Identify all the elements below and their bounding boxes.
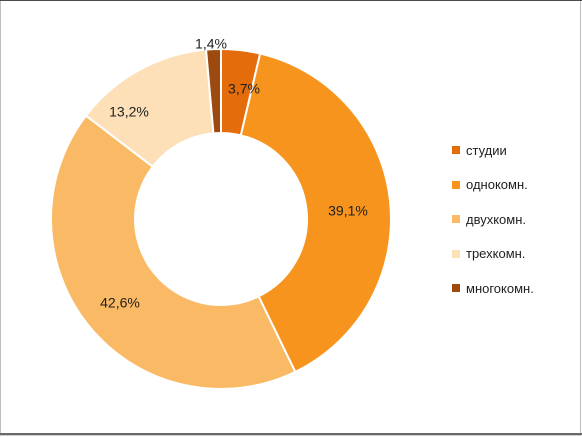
legend-item-multi-room: многокомн.: [452, 279, 577, 297]
donut-slice-multi-room: [204, 47, 222, 135]
data-label-studios: 3,7%: [228, 81, 260, 97]
legend-label: студии: [466, 142, 507, 158]
top-border-line: [0, 0, 582, 1]
donut-data-labels: 3,7% 39,1% 42,6% 13,2% 1,4%: [100, 36, 368, 311]
legend-item-two-room: двухкомн.: [452, 210, 577, 228]
legend: студии однокомн. двухкомн. трехкомн. мно…: [452, 141, 577, 314]
donut-slice-one-room: [239, 52, 392, 374]
donut-slices: [50, 47, 392, 390]
legend-swatch: [452, 284, 460, 292]
legend-item-studios: студии: [452, 141, 577, 159]
legend-item-one-room: однокомн.: [452, 176, 577, 194]
legend-label: многокомн.: [466, 280, 534, 296]
donut-slice-two-room: [50, 114, 297, 390]
data-label-two-room: 42,6%: [100, 295, 140, 311]
legend-swatch: [452, 180, 460, 189]
bottom-border-line: [0, 433, 582, 435]
legend-swatch: [452, 146, 460, 154]
data-label-one-room: 39,1%: [328, 203, 368, 219]
legend-label: двухкомн.: [466, 211, 526, 227]
data-label-multi-room: 1,4%: [195, 36, 227, 52]
data-label-three-room: 13,2%: [109, 104, 149, 120]
legend-label: однокомн.: [466, 177, 528, 192]
legend-label: трехкомн.: [466, 246, 526, 261]
legend-swatch: [452, 215, 460, 223]
legend-swatch: [452, 249, 460, 258]
legend-item-three-room: трехкомн.: [452, 245, 577, 263]
